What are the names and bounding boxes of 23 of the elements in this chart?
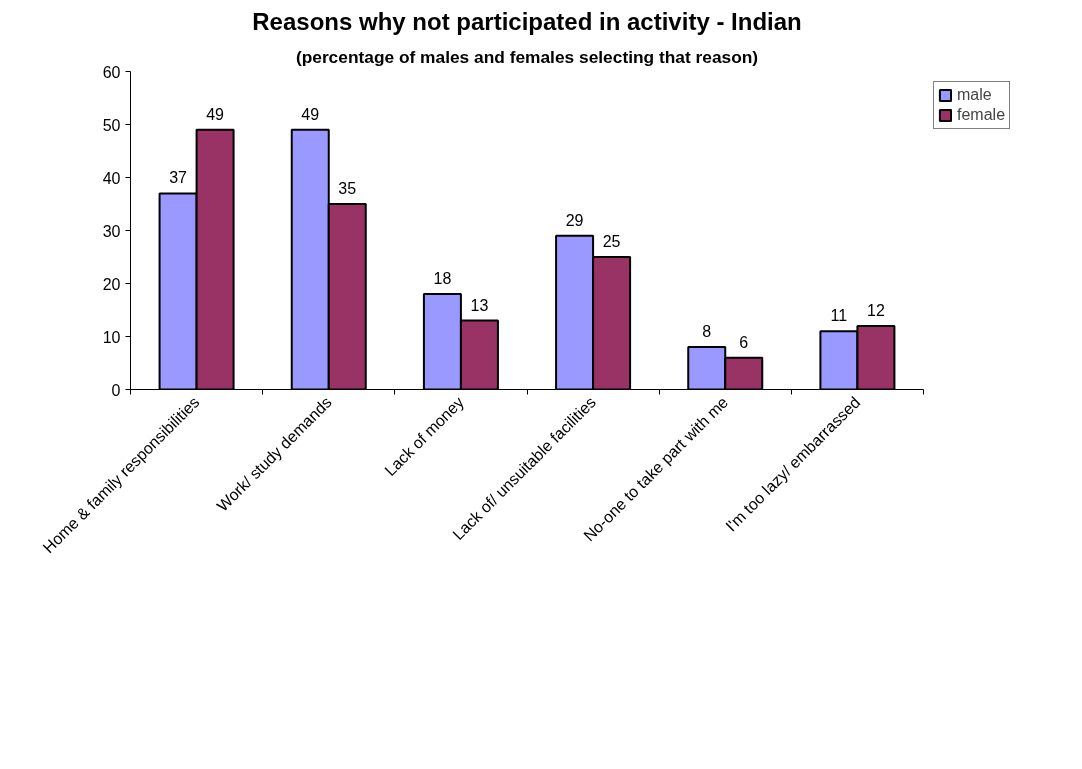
data-label: 6 [739, 333, 749, 351]
y-tick-label: 40 [102, 169, 121, 187]
data-label: 8 [702, 323, 712, 341]
legend-label: female [957, 106, 1006, 124]
data-label: 29 [565, 211, 584, 229]
legend-label: male [957, 86, 992, 104]
data-label: 35 [338, 180, 357, 197]
data-label: 49 [206, 105, 225, 123]
chart-subtitle: (percentage of males and females selecting that reason) [295, 46, 759, 67]
y-tick-label: 0 [111, 381, 121, 399]
y-tick-label: 50 [102, 116, 121, 134]
data-label: 25 [602, 233, 621, 250]
data-label: 37 [169, 169, 188, 187]
data-label: 12 [867, 301, 885, 319]
y-tick-label: 60 [102, 63, 121, 81]
data-label: 18 [433, 270, 452, 288]
data-label: 49 [301, 105, 320, 123]
y-tick-label: 20 [102, 275, 121, 293]
y-tick-label: 10 [102, 328, 121, 346]
data-label: 13 [470, 296, 489, 314]
y-tick-label: 30 [102, 222, 121, 240]
data-label: 11 [830, 307, 848, 325]
chart-title: Reasons why not participated in activity - Indian [252, 7, 802, 35]
